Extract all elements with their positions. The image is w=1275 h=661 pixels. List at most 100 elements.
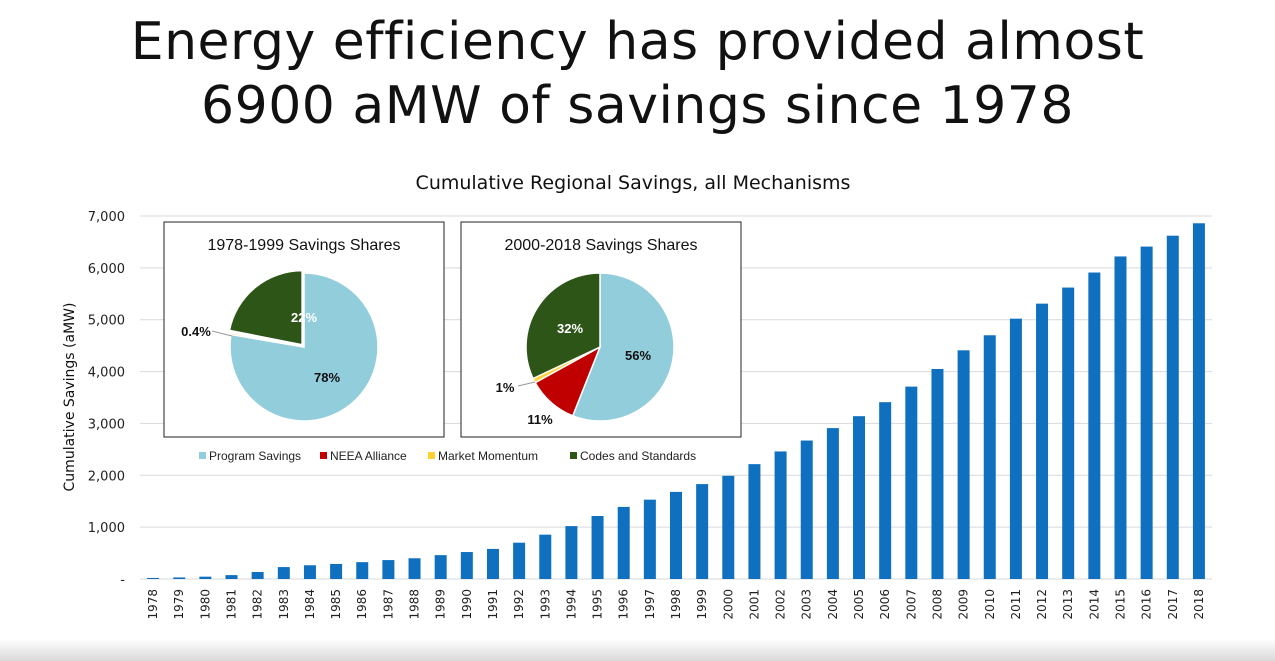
bar (513, 542, 526, 579)
bar (957, 350, 970, 579)
pie-chart (228, 269, 379, 422)
bar (486, 548, 499, 579)
x-tick-label: 2007 (904, 589, 918, 620)
inset-pie-2000-2018: 2000-2018 Savings Shares 32% 56% 11% 1% (460, 221, 742, 438)
y-axis-label: Cumulative Savings (aMW) (62, 303, 78, 492)
bar (225, 575, 238, 579)
x-tick-label: 1983 (277, 589, 291, 620)
x-tick-label: 1979 (172, 589, 186, 620)
x-tick-label: 2013 (1061, 589, 1075, 620)
pie-chart (525, 272, 675, 422)
x-tick-label: 1981 (225, 589, 239, 620)
x-tick-label: 2002 (774, 589, 788, 620)
x-tick-label: 1985 (329, 589, 343, 620)
bar (408, 558, 421, 579)
pie-slice (525, 272, 601, 380)
bar (1192, 223, 1205, 579)
bar (853, 416, 866, 579)
y-tick-label: 7,000 (88, 210, 125, 225)
inset-title: 1978-1999 Savings Shares (207, 237, 400, 254)
bar (722, 475, 735, 579)
bar (879, 402, 892, 579)
x-tick-label: 2016 (1140, 589, 1154, 620)
pie-label-market: 0.4% (181, 324, 211, 339)
x-tick-label: 1996 (617, 589, 631, 620)
legend-label: Program Savings (209, 449, 301, 463)
bar (1009, 318, 1022, 579)
leader-line (211, 330, 233, 337)
slide-title-line-2: 6900 aMW of savings since 1978 (201, 76, 1074, 136)
bar (460, 552, 473, 579)
bar (277, 567, 290, 579)
bar (983, 335, 996, 579)
x-tick-label: 1988 (408, 589, 422, 620)
bar (1036, 303, 1049, 579)
bar (199, 576, 212, 579)
pie-label-program: 56% (625, 348, 651, 363)
pie-slice (571, 272, 675, 422)
x-tick-label: 2003 (800, 589, 814, 620)
x-tick-label: 1980 (198, 589, 212, 620)
x-tick-label: 2005 (852, 589, 866, 620)
bar (1140, 246, 1153, 580)
y-tick-label: 2,000 (88, 469, 125, 484)
x-tick-label: 1995 (591, 589, 605, 620)
bar (1062, 287, 1075, 579)
bar (147, 577, 160, 579)
bar (565, 526, 578, 579)
bar (434, 555, 447, 579)
x-tick-label: 1999 (695, 589, 709, 620)
x-tick-label: 2017 (1166, 589, 1180, 620)
legend: Program Savings NEEA Alliance Market Momen… (199, 449, 696, 463)
leader-line (517, 381, 536, 387)
legend-swatch (428, 452, 435, 459)
x-tick-label: 1986 (355, 589, 369, 620)
bar (330, 563, 343, 579)
bar (748, 464, 761, 579)
x-tick-label: 1990 (460, 589, 474, 620)
x-tick-label: 1994 (564, 589, 578, 620)
y-tick-label: 3,000 (88, 417, 125, 432)
pie-label-codes: 22% (291, 310, 317, 325)
bar (1166, 235, 1179, 579)
x-tick-label: 2014 (1087, 589, 1101, 620)
x-tick-label: 2008 (930, 589, 944, 620)
y-tick-label: 6,000 (88, 262, 125, 277)
x-tick-label: 1992 (512, 589, 526, 620)
bar (303, 565, 316, 579)
x-tick-label: 1993 (538, 589, 552, 620)
pie-slice (230, 331, 305, 348)
bar (173, 577, 186, 579)
legend-label: Market Momentum (438, 449, 538, 463)
chart-title: Cumulative Regional Savings, all Mechani… (416, 172, 851, 194)
bar (539, 534, 552, 579)
x-tick-label: 1978 (146, 589, 160, 620)
bar (800, 440, 813, 579)
x-tick-label: 2018 (1192, 589, 1206, 620)
x-tick-label: 2001 (747, 589, 761, 620)
x-tick-label: 2011 (1009, 589, 1023, 620)
x-tick-label: 2009 (957, 589, 971, 620)
legend-swatch (570, 452, 577, 459)
pie-slice (228, 269, 303, 346)
legend-label: NEEA Alliance (330, 449, 407, 463)
x-tick-label: 2004 (826, 589, 840, 620)
bar (774, 451, 787, 579)
pie-label-market: 1% (496, 380, 515, 395)
bar (931, 368, 944, 579)
bar (826, 428, 839, 579)
x-tick-label: 1998 (669, 589, 683, 620)
slide-bottom-shadow (0, 639, 1275, 661)
pie-label-program: 78% (314, 370, 340, 385)
x-tick-label: 1984 (303, 589, 317, 620)
bar (382, 560, 395, 579)
legend-swatch (199, 452, 206, 459)
pie-label-codes: 32% (557, 321, 583, 336)
x-tick-label: 1989 (434, 589, 448, 620)
bar (617, 506, 630, 579)
bar (356, 562, 369, 579)
y-tick-label: 1,000 (88, 521, 125, 536)
bar (1114, 256, 1127, 579)
bar (670, 491, 682, 579)
